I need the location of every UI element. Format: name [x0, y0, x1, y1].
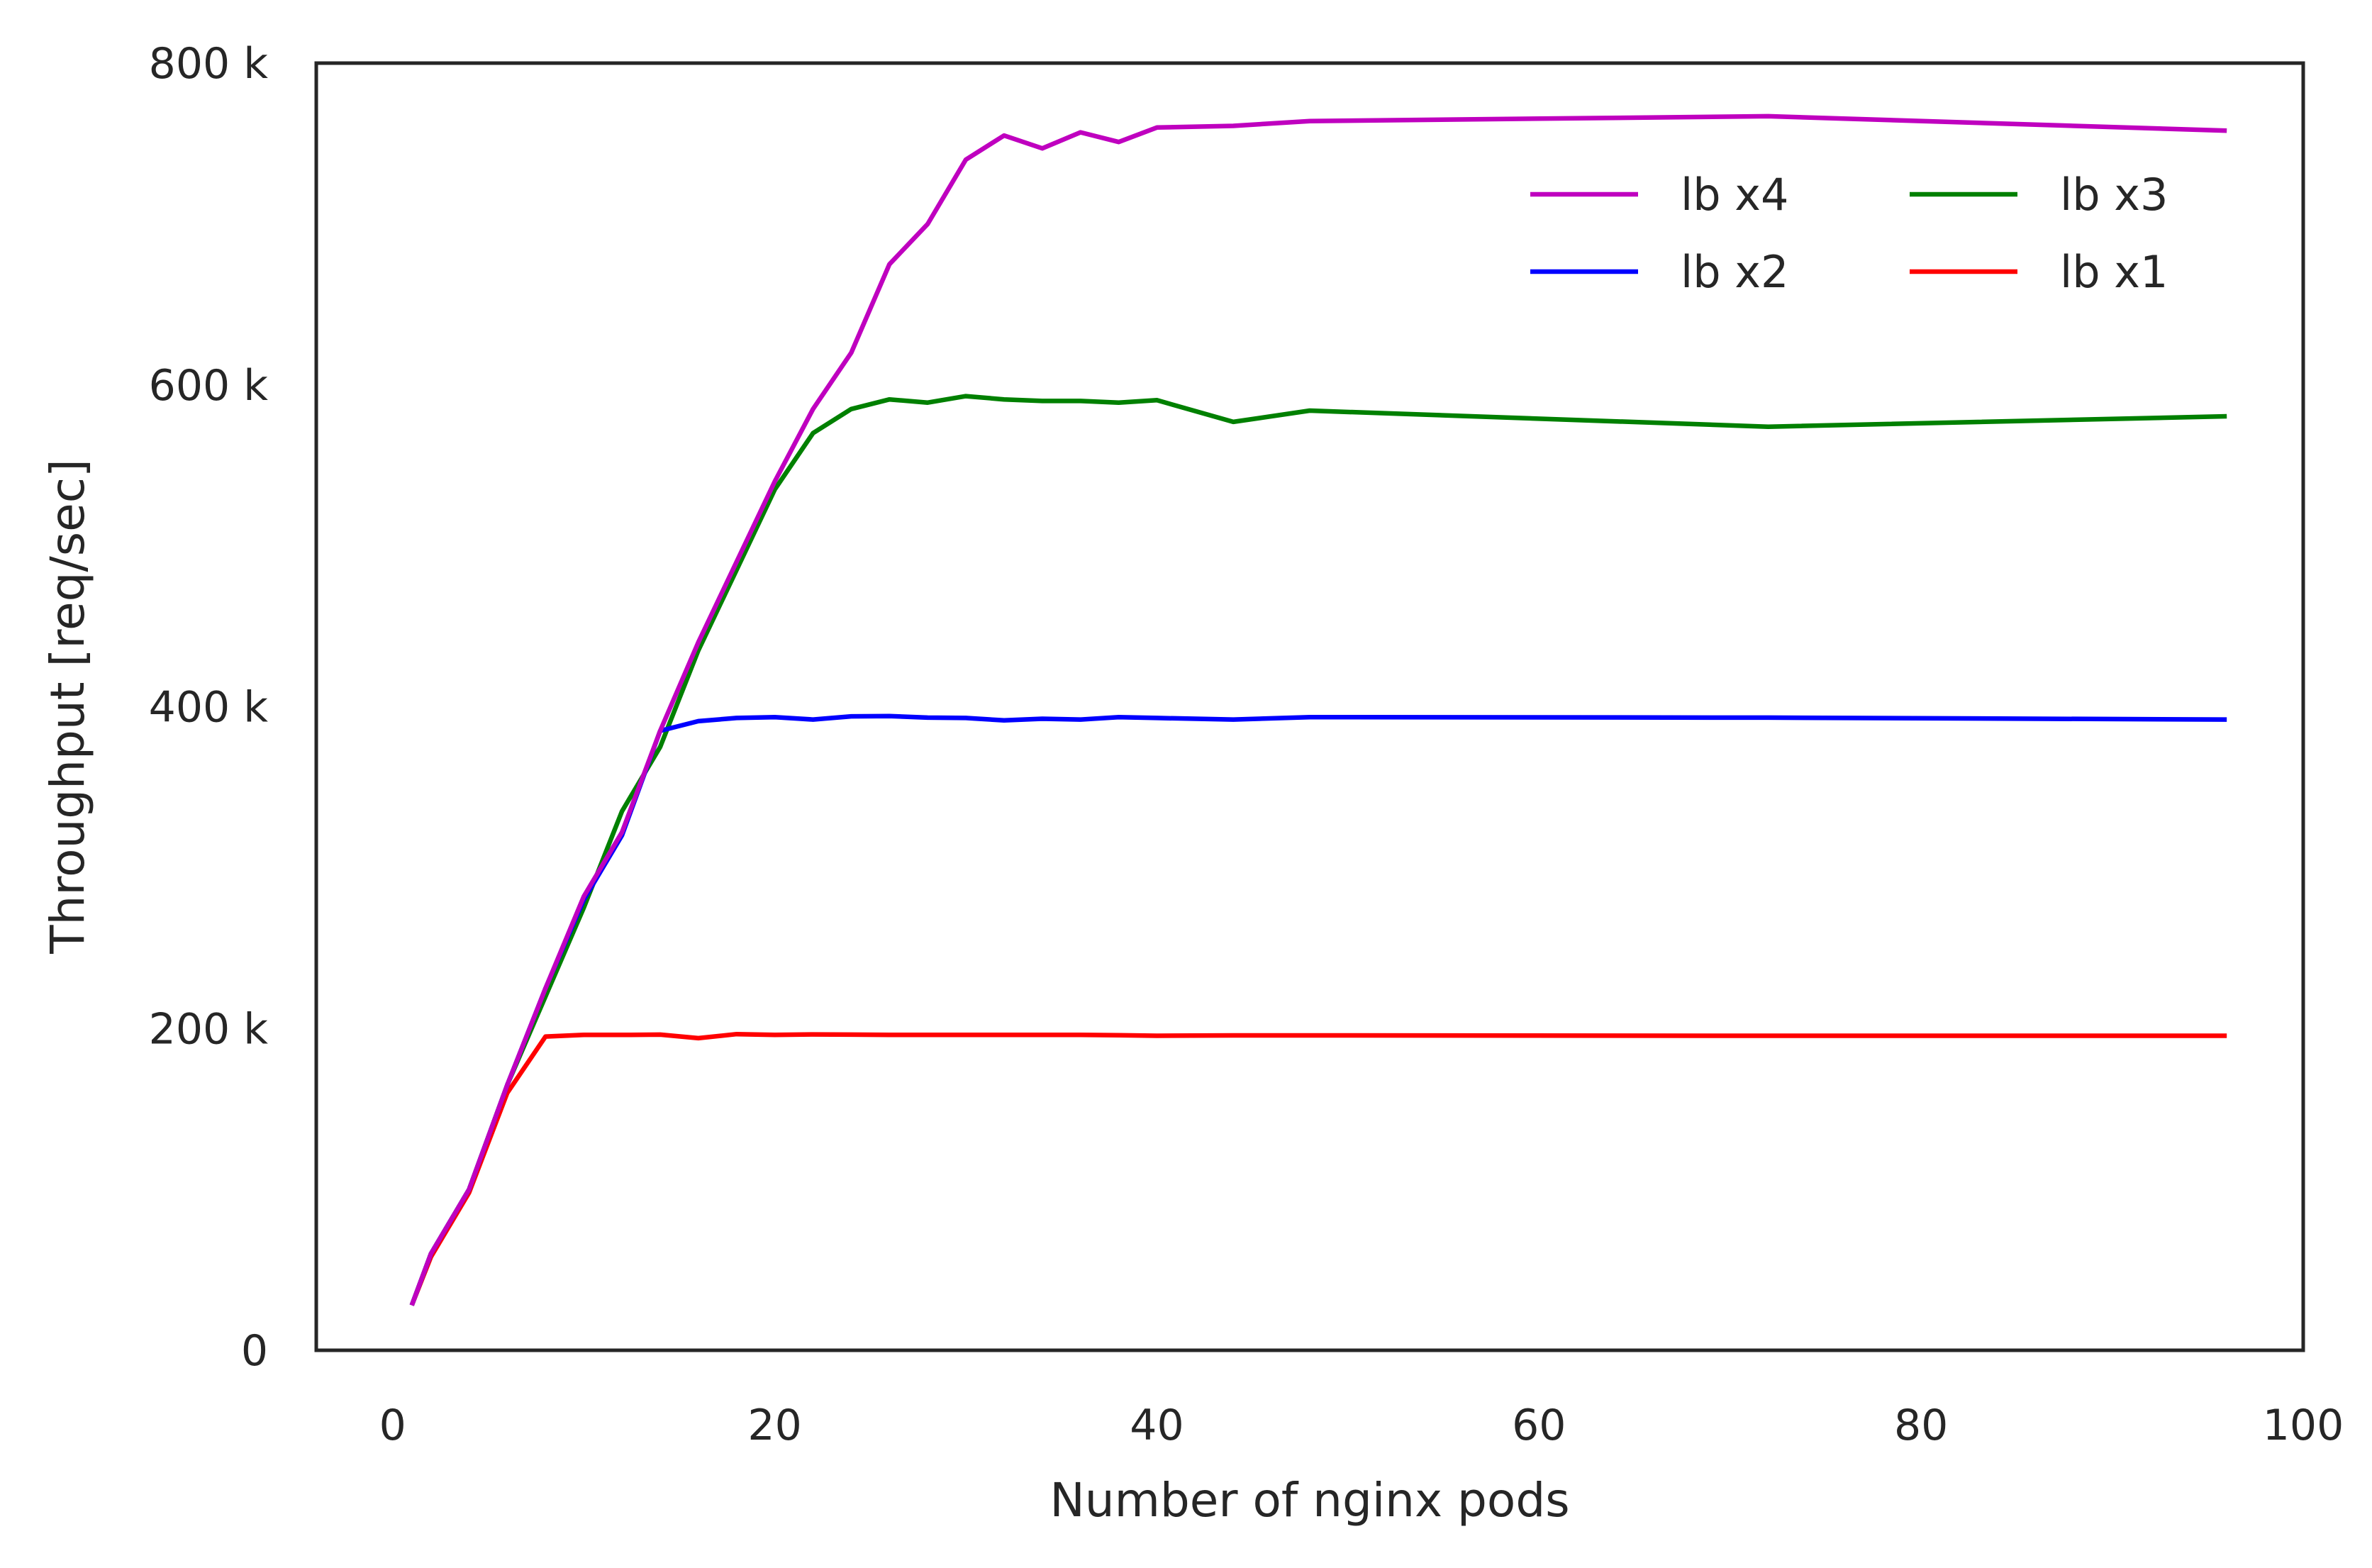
series-lines — [409, 113, 2227, 1306]
legend-label: lb x2 — [1681, 246, 1788, 298]
x-tick-label: 20 — [747, 1401, 801, 1450]
y-tick-label: 400 k — [149, 683, 269, 733]
x-axis-ticks: 0 20 40 60 80 100 — [379, 1401, 2344, 1450]
y-axis-title: Throughput [req/sec] — [40, 459, 95, 955]
series-line-lb-x3 — [409, 394, 2227, 1306]
y-tick-label: 600 k — [149, 361, 269, 411]
x-tick-label: 0 — [379, 1401, 406, 1450]
x-axis-title: Number of nginx pods — [1049, 1473, 1569, 1528]
y-tick-label: 0 — [241, 1326, 268, 1376]
y-tick-label: 800 k — [149, 39, 269, 89]
x-tick-label: 100 — [2263, 1401, 2344, 1450]
plot-area-frame — [314, 61, 2305, 1352]
legend-label: lb x1 — [2060, 246, 2168, 298]
y-axis-ticks: 0 200 k 400 k 600 k 800 k — [149, 39, 269, 1376]
legend: lb x4 lb x2 lb x3 lb x1 — [1530, 169, 2168, 298]
x-tick-label: 40 — [1130, 1401, 1184, 1450]
legend-label: lb x4 — [1681, 169, 1788, 221]
legend-label: lb x3 — [2060, 169, 2168, 221]
x-tick-label: 60 — [1512, 1401, 1566, 1450]
series-line-lb-x1 — [409, 1031, 2227, 1306]
y-tick-label: 200 k — [149, 1004, 269, 1054]
x-tick-label: 80 — [1894, 1401, 1948, 1450]
series-line-lb-x4 — [409, 113, 2227, 1306]
